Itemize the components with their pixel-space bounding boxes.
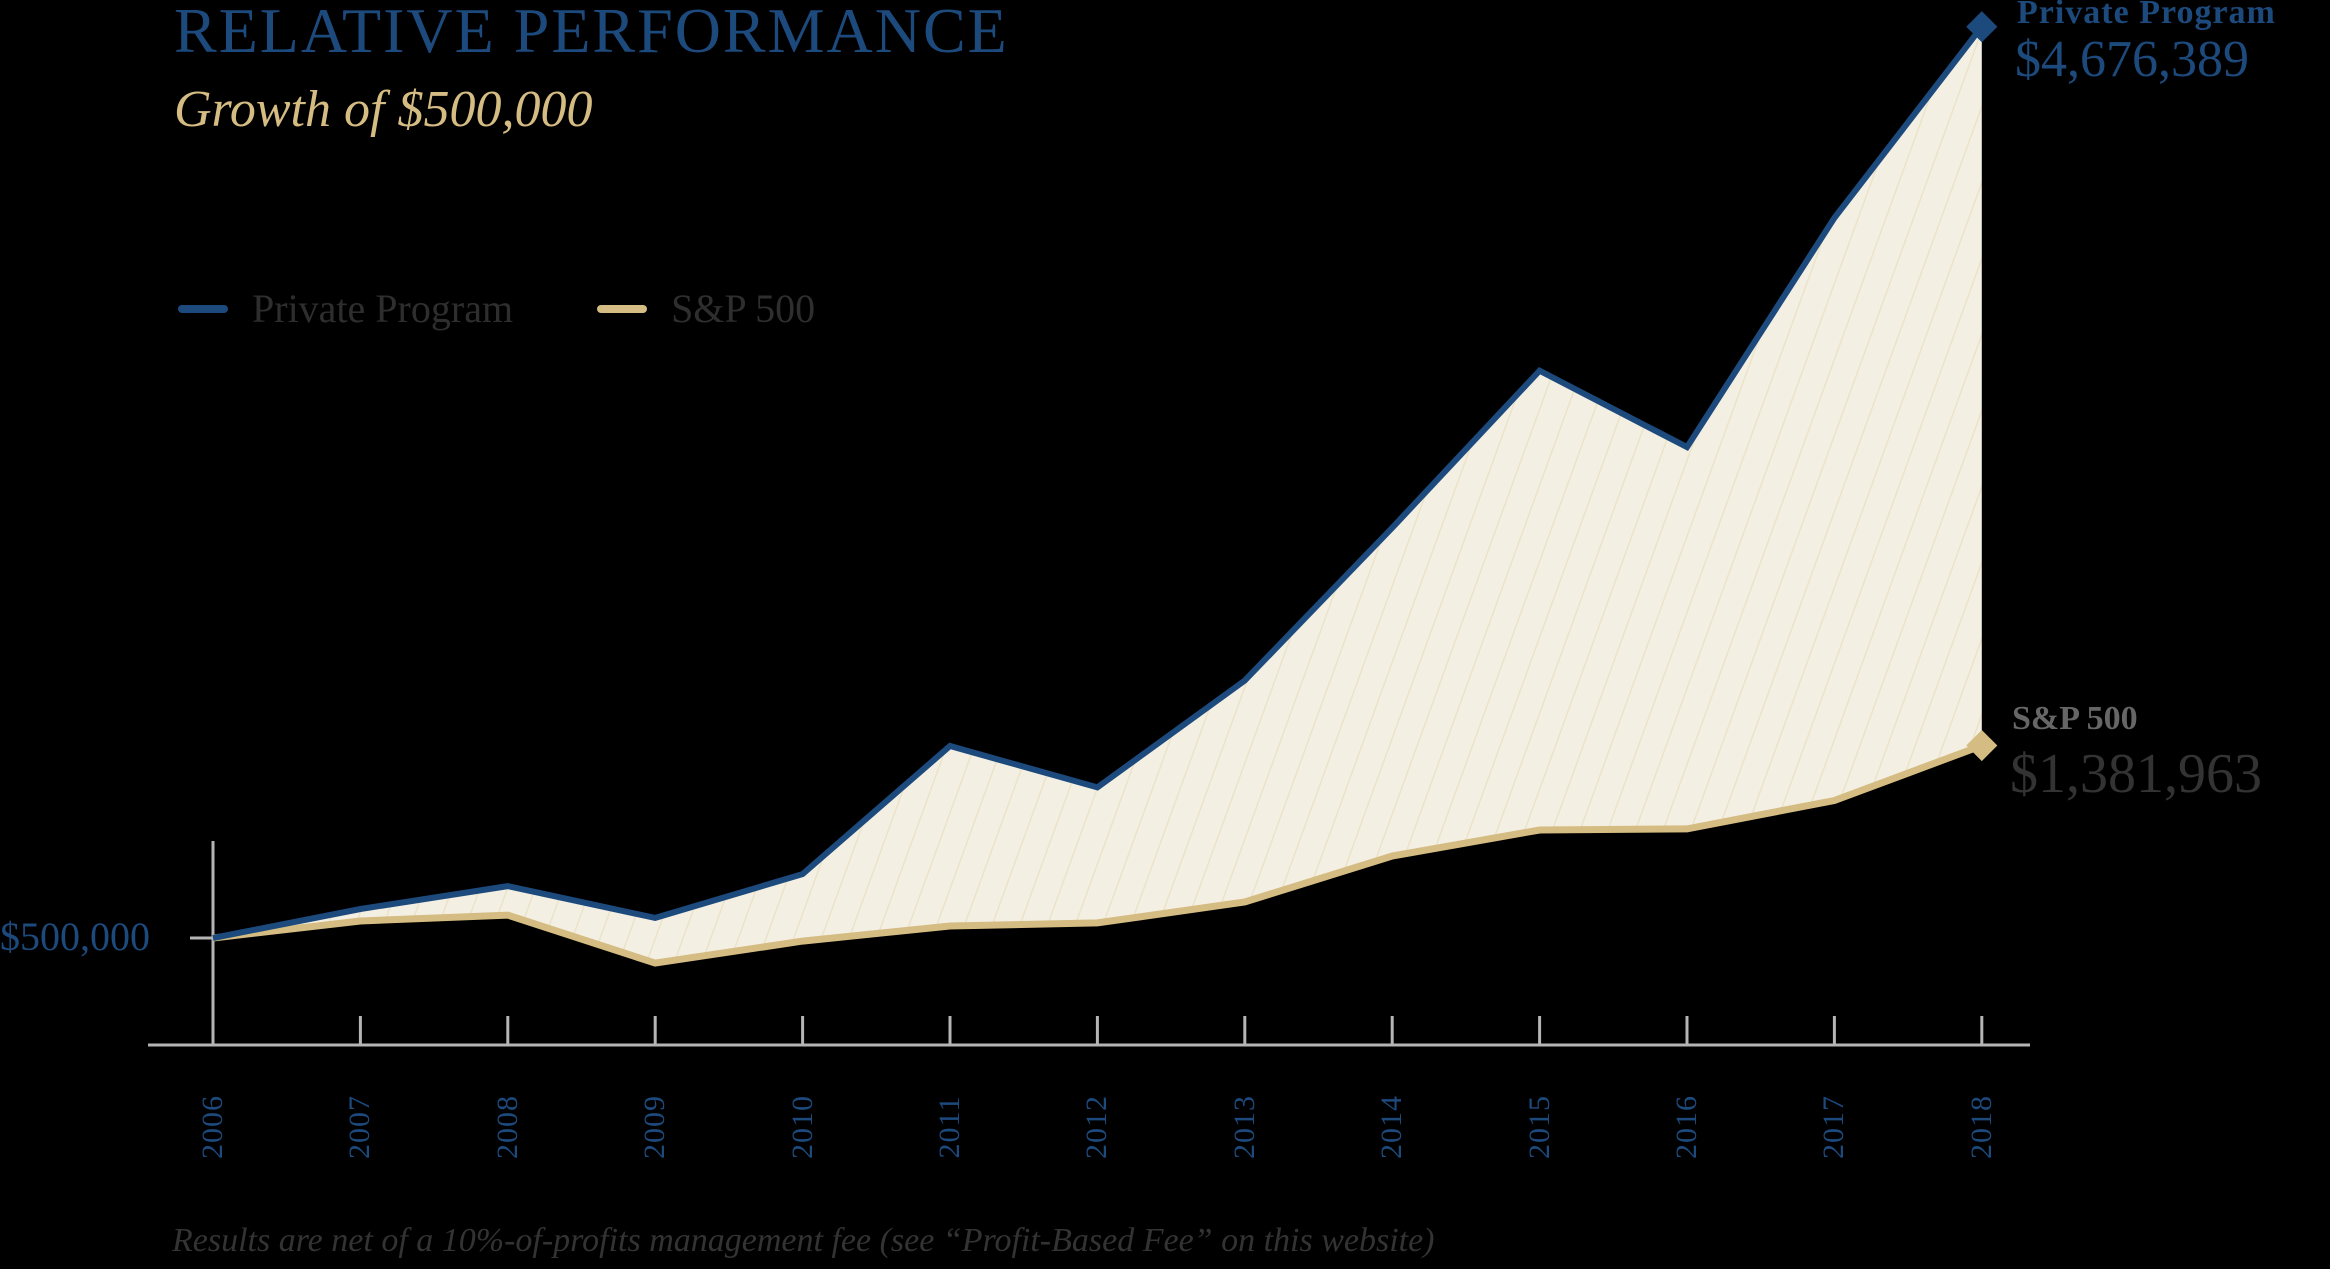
- private-program-end-value: $4,676,389: [2015, 31, 2249, 88]
- legend: Private Program S&P 500: [178, 285, 899, 332]
- legend-swatch-sp500: [597, 304, 648, 313]
- x-axis-year-label: 2007: [343, 1095, 377, 1159]
- legend-item-private-program: Private Program: [178, 285, 513, 332]
- private-program-end-label: Private Program: [2017, 0, 2276, 31]
- x-axis-year-label: 2011: [933, 1095, 966, 1159]
- x-axis-year-label: 2010: [785, 1095, 819, 1159]
- x-axis-year-label: 2017: [1817, 1095, 1851, 1159]
- x-axis-year-label: 2015: [1522, 1095, 1556, 1159]
- sp500-line: [212, 742, 1984, 967]
- x-axis-year-label: 2016: [1670, 1095, 1703, 1159]
- footnote: Results are net of a 10%-of-profits mana…: [172, 1222, 1435, 1259]
- x-axis-ticks: [358, 1016, 1984, 1045]
- legend-label: S&P 500: [671, 286, 816, 331]
- sp500-end-label: S&P 500: [2012, 700, 2138, 737]
- x-axis-year-label: 2006: [196, 1095, 229, 1159]
- x-axis-year-label: 2012: [1080, 1095, 1114, 1159]
- chart-subtitle: Growth of $500,000: [174, 81, 593, 138]
- axes: [148, 841, 2030, 1047]
- performance-gap-area: [213, 26, 1982, 964]
- legend-swatch-private-program: [178, 304, 228, 313]
- x-axis-year-label: 2009: [638, 1095, 672, 1159]
- x-axis-year-label: 2013: [1227, 1095, 1261, 1159]
- x-axis-year-label: 2014: [1375, 1095, 1409, 1159]
- y-axis-label-500k: $500,000: [0, 914, 150, 959]
- legend-item-sp500: S&P 500: [597, 285, 815, 332]
- private-program-line: [212, 24, 1985, 941]
- x-axis-year-label: 2008: [490, 1095, 524, 1159]
- chart-title: RELATIVE PERFORMANCE: [174, 0, 1009, 66]
- legend-label: Private Program: [252, 286, 514, 331]
- x-axis-year-label: 2018: [1964, 1095, 1998, 1159]
- sp500-end-value: $1,381,963: [2010, 743, 2262, 805]
